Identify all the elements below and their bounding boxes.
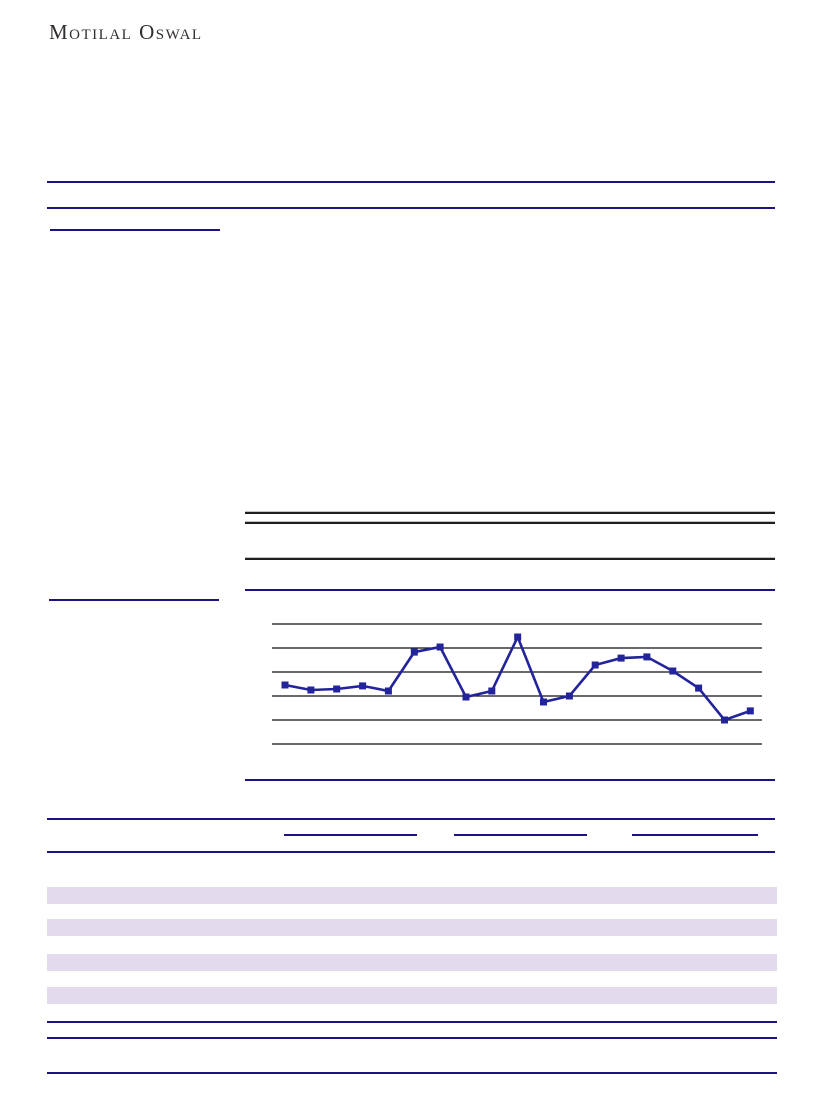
table-header-divider xyxy=(245,558,775,560)
table-top-border xyxy=(245,512,775,514)
column-underline-1 xyxy=(284,834,417,836)
column-underline-2 xyxy=(454,834,587,836)
header-rule-bottom xyxy=(47,207,775,209)
header-rule-top xyxy=(47,181,775,183)
chart-section-bottom-rule xyxy=(245,779,775,781)
table-stripe-row-1 xyxy=(47,887,777,904)
columns-rule-bottom xyxy=(47,851,775,853)
table-stripe-row-2 xyxy=(47,919,777,936)
chart-title-underline xyxy=(49,599,219,601)
columns-rule-top xyxy=(47,818,775,820)
table-header-top-border xyxy=(245,522,775,524)
table-stripe-row-3 xyxy=(47,954,777,971)
column-underline-3 xyxy=(632,834,758,836)
footer-rule-1 xyxy=(47,1021,777,1023)
footer-rule-2 xyxy=(47,1037,777,1039)
brand-logo: Motilal Oswal xyxy=(49,20,203,44)
footer-rule-3 xyxy=(47,1072,777,1074)
table-stripe-row-4 xyxy=(47,987,777,1004)
trend-chart xyxy=(272,623,762,745)
table-bottom-border xyxy=(245,589,775,591)
section-title-underline xyxy=(50,229,220,231)
